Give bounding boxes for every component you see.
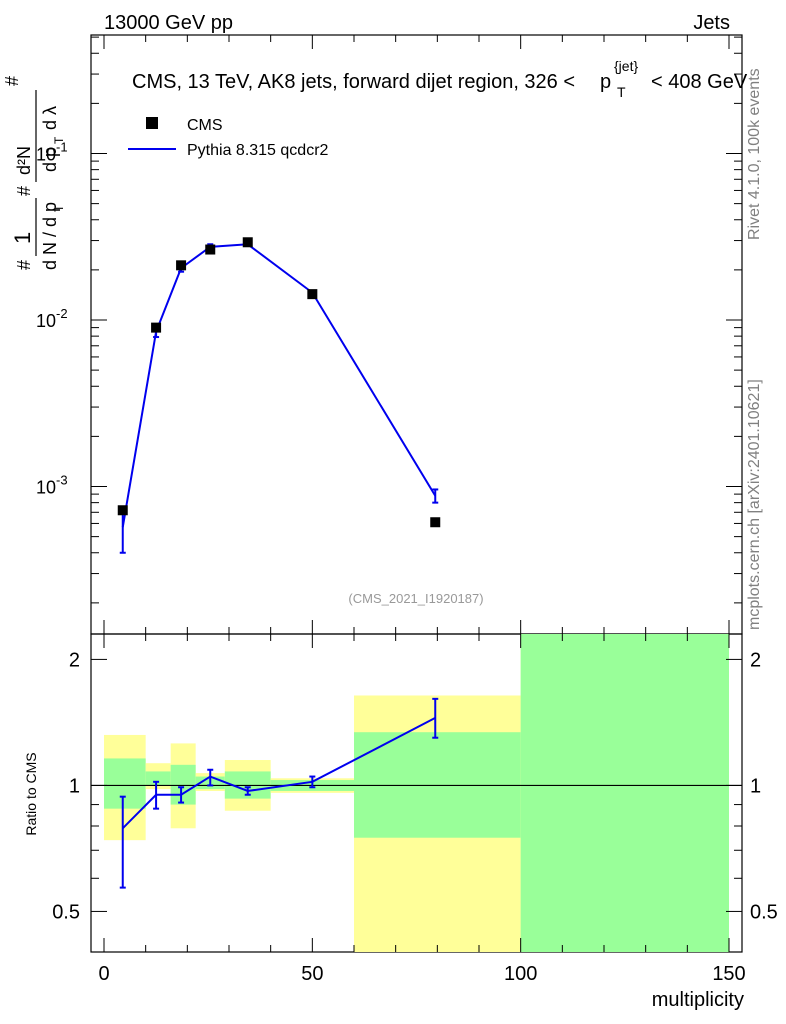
legend-label-pythia: Pythia 8.315 qcdcr2 (187, 142, 329, 159)
header-right: Jets (693, 12, 730, 34)
analysis-id: (CMS_2021_I1920187) (348, 591, 483, 606)
cms-data-point-1 (151, 322, 162, 333)
svg-text:d λ: d λ (40, 106, 60, 130)
svg-text:#: # (14, 186, 34, 196)
ratio-band-stat-7 (520, 634, 729, 952)
cms-data-point-5 (307, 289, 318, 300)
cms-data-point-3 (205, 244, 216, 255)
cms-data-point-2 (176, 260, 187, 271)
y-tick-label-main-2: 10-3 (36, 473, 68, 498)
y-axis-label-main: # 1 d N / d p T # d²N d p T d λ # (2, 76, 66, 270)
chart-title-sub: T (617, 84, 626, 100)
rivet-label: Rivet 4.1.0, 100k events (746, 68, 763, 240)
x-tick-label-1: 50 (301, 963, 323, 985)
y-tick-label-ratio-right-0: 2 (750, 649, 761, 671)
svg-text:#: # (2, 76, 22, 86)
header-left: 13000 GeV pp (104, 12, 233, 34)
ratio-band-stat-2 (170, 764, 196, 805)
x-tick-label-2: 100 (504, 963, 537, 985)
y-tick-label-ratio-right-1: 1 (750, 775, 761, 797)
pythia-series-line (121, 243, 437, 528)
chart-title-sup: {jet} (614, 58, 638, 74)
y-tick-label-main-0: 10-1 (36, 140, 68, 165)
y-tick-label-ratio-left-1: 1 (69, 775, 80, 797)
svg-text:#: # (14, 260, 34, 270)
svg-text:T: T (52, 204, 66, 212)
y-axis-label-ratio: Ratio to CMS (23, 752, 39, 835)
y-tick-label-main-1: 10-2 (36, 306, 68, 331)
svg-text:d²N: d²N (14, 146, 34, 175)
cms-data-point-0 (117, 505, 128, 516)
chart-title: CMS, 13 TeV, AK8 jets, forward dijet reg… (132, 71, 575, 93)
ratio-band-stat-0 (104, 758, 146, 809)
x-tick-label-3: 150 (712, 963, 745, 985)
legend-marker-cms (146, 117, 158, 129)
y-tick-label-ratio-left-0: 2 (69, 649, 80, 671)
y-tick-label-ratio-right-2: 0.5 (750, 901, 778, 923)
svg-text:1: 1 (10, 232, 35, 244)
ratio-band-stat-1 (145, 771, 171, 786)
legend: CMS Pythia 8.315 qcdcr2 (128, 117, 329, 159)
cms-data-point-6 (430, 517, 441, 528)
cms-data-point-4 (242, 237, 253, 248)
chart-title-post: < 408 GeV (651, 71, 748, 93)
y-tick-label-ratio-left-2: 0.5 (52, 901, 80, 923)
svg-text:T: T (52, 136, 66, 144)
svg-text:d N / d p: d N / d p (40, 202, 60, 270)
mcplots-label: mcplots.cern.ch [arXiv:2401.10621] (746, 379, 763, 630)
legend-label-cms: CMS (187, 117, 223, 134)
x-axis-label: multiplicity (652, 989, 744, 1011)
chart-title-p: p (600, 71, 611, 93)
svg-text:d p: d p (40, 147, 60, 172)
x-tick-label-0: 0 (98, 963, 109, 985)
